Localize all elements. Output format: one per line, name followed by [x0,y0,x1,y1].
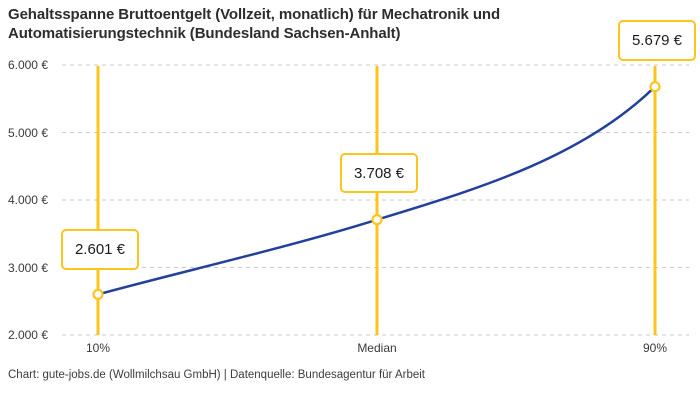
y-axis-tick-label: 5.000 € [7,125,48,140]
chart-title: Gehaltsspanne Bruttoentgelt (Vollzeit, m… [8,6,501,43]
marker-10-percentile [92,288,104,300]
value-box-10-percentile: 2.601 € [61,229,139,270]
marker-median [371,214,383,226]
x-axis-label-90: 90% [643,341,667,355]
value-label: 2.601 € [74,241,126,258]
value-label: 5.679 € [631,32,683,49]
y-axis-tick-label: 2.000 € [7,328,48,342]
x-axis-label-10: 10% [86,341,110,355]
footer-credit: Chart: gute-jobs.de (Wollmilchsau GmbH) … [8,369,425,381]
y-axis-tick-label: 4.000 € [7,193,48,207]
value-box-90-percentile: 5.679 € [618,20,696,61]
marker-90-percentile [649,81,661,93]
x-axis-label-median: Median [357,341,396,355]
value-label: 3.708 € [353,164,405,182]
y-axis-tick-label: 3.000 € [7,260,48,275]
value-box-median: 3.708 € [340,153,418,193]
y-axis-tick-label: 6.000 € [7,58,48,72]
